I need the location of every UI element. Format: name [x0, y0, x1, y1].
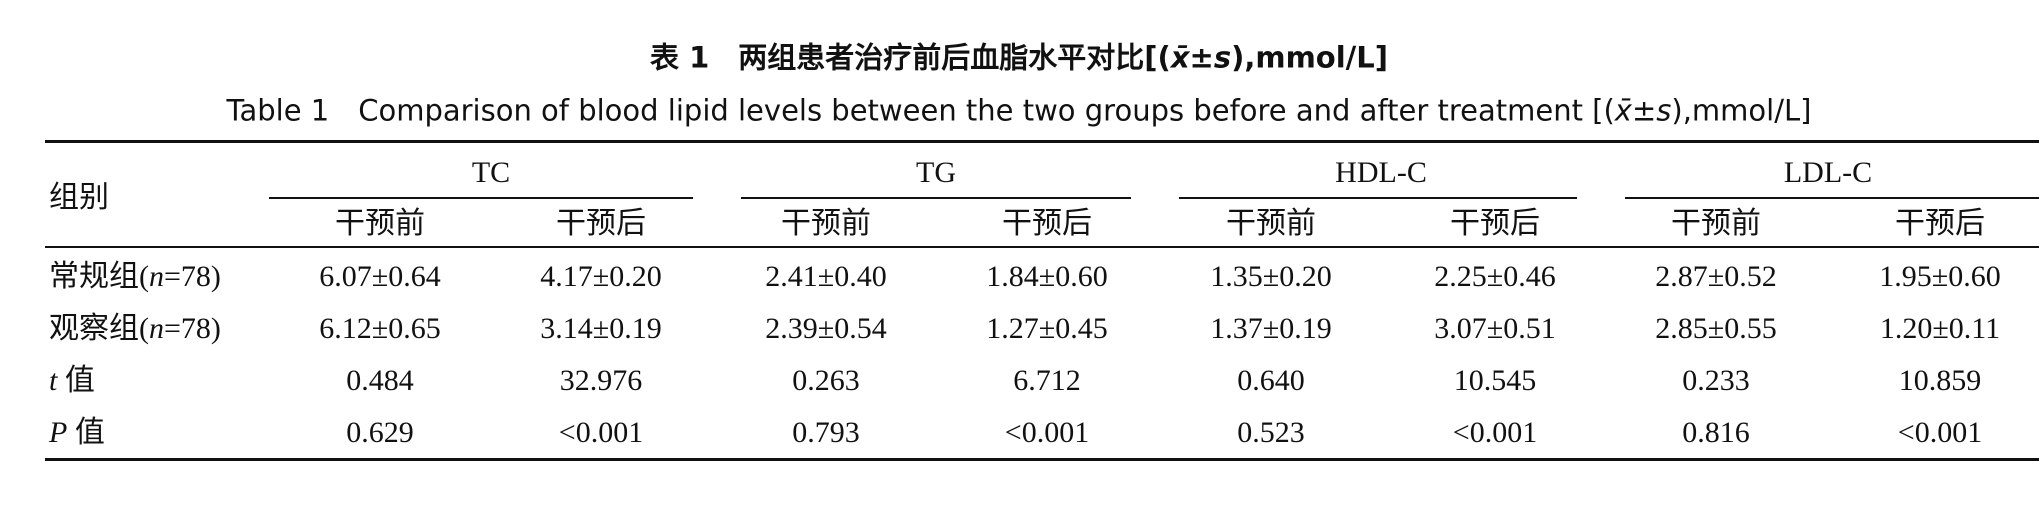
- data-cell: 6.12±0.65: [319, 312, 441, 345]
- group-header: LDL-C: [1783, 156, 1873, 189]
- row-label-part: n: [149, 260, 164, 293]
- group-header: HDL-C: [1335, 156, 1427, 189]
- data-cell: 0.263: [792, 364, 860, 397]
- data-cell: 0.816: [1682, 416, 1750, 449]
- data-cell: <0.001: [1452, 416, 1538, 449]
- caption-en: Table 1 Comparison of blood lipid levels…: [226, 93, 1812, 128]
- data-cell: 2.39±0.54: [765, 312, 887, 345]
- rule-line: [45, 458, 2039, 461]
- sub-header: 干预后: [1895, 207, 1985, 240]
- rule-line: [741, 197, 1131, 199]
- data-cell: 32.976: [559, 364, 643, 397]
- sub-header: 干预后: [1002, 207, 1092, 240]
- row-label-part: t: [49, 364, 58, 397]
- rule-line: [1179, 197, 1577, 199]
- data-cell: 0.484: [346, 364, 414, 397]
- data-cell: 1.20±0.11: [1879, 312, 2001, 345]
- caption-cn-part: ),mmol/L]: [1231, 40, 1388, 75]
- row-label-part: P: [49, 416, 68, 449]
- row-label-part: 值: [57, 364, 95, 397]
- data-cell: 1.37±0.19: [1210, 312, 1332, 345]
- rule-line: [45, 140, 2039, 143]
- row-label-part: =78): [164, 312, 221, 345]
- data-cell: 0.233: [1682, 364, 1750, 397]
- corner-header: 组别: [49, 181, 109, 214]
- sub-header: 干预前: [781, 207, 871, 240]
- data-cell: 0.523: [1237, 416, 1305, 449]
- sub-header: 干预前: [1226, 207, 1316, 240]
- data-cell: 10.859: [1898, 364, 1982, 397]
- data-cell: 0.640: [1237, 364, 1305, 397]
- data-cell: 2.87±0.52: [1655, 260, 1777, 293]
- caption-cn-part: x̄±s: [1170, 40, 1232, 75]
- data-cell: 1.95±0.60: [1879, 260, 2001, 293]
- group-header: TG: [916, 156, 956, 189]
- row-label: t 值: [49, 366, 95, 396]
- rule-line: [45, 246, 2039, 248]
- row-label: 常规组(n=78): [49, 262, 221, 292]
- group-header: TC: [471, 156, 511, 189]
- rule-line: [1625, 197, 2039, 199]
- row-label: 观察组(n=78): [49, 314, 221, 344]
- data-cell: 2.41±0.40: [765, 260, 887, 293]
- data-cell: 6.07±0.64: [319, 260, 441, 293]
- data-cell: 3.14±0.19: [540, 312, 662, 345]
- data-cell: 1.84±0.60: [986, 260, 1108, 293]
- caption-en-part: Table 1 Comparison of blood lipid levels…: [226, 93, 1615, 128]
- sub-header: 干预后: [1450, 207, 1540, 240]
- row-label-part: n: [149, 312, 164, 345]
- caption-en-part: x̄±s: [1614, 93, 1672, 128]
- caption-cn: 表 1 两组患者治疗前后血脂水平对比[(x̄±s),mmol/L]: [650, 40, 1388, 75]
- row-label-part: =78): [164, 260, 221, 293]
- data-cell: 3.07±0.51: [1434, 312, 1556, 345]
- data-cell: 0.629: [346, 416, 414, 449]
- row-label: P 值: [49, 418, 105, 448]
- row-label-part: 常规组(: [49, 260, 149, 293]
- rule-line: [269, 197, 693, 199]
- data-cell: 10.545: [1453, 364, 1537, 397]
- data-cell: 4.17±0.20: [540, 260, 662, 293]
- data-cell: 2.25±0.46: [1434, 260, 1556, 293]
- data-cell: <0.001: [558, 416, 644, 449]
- sub-header: 干预后: [556, 207, 646, 240]
- data-cell: 6.712: [1013, 364, 1081, 397]
- data-cell: 1.27±0.45: [986, 312, 1108, 345]
- sub-header: 干预前: [335, 207, 425, 240]
- data-cell: <0.001: [1004, 416, 1090, 449]
- row-label-part: 观察组(: [49, 312, 149, 345]
- data-cell: 1.35±0.20: [1210, 260, 1332, 293]
- row-label-part: 值: [67, 416, 105, 449]
- data-cell: 0.793: [792, 416, 860, 449]
- caption-en-part: ),mmol/L]: [1671, 93, 1812, 128]
- sub-header: 干预前: [1671, 207, 1761, 240]
- caption-cn-part: 表 1 两组患者治疗前后血脂水平对比[(: [650, 40, 1171, 75]
- data-cell: 2.85±0.55: [1655, 312, 1777, 345]
- data-cell: <0.001: [1897, 416, 1983, 449]
